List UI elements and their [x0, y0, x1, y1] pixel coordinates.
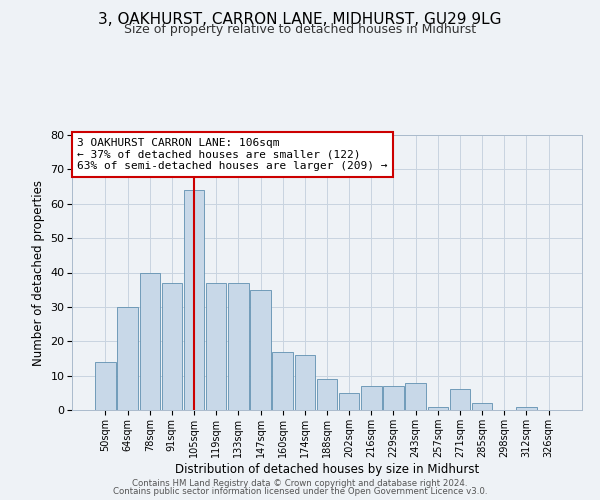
- Bar: [383, 386, 404, 410]
- Bar: [317, 379, 337, 410]
- Text: 3, OAKHURST, CARRON LANE, MIDHURST, GU29 9LG: 3, OAKHURST, CARRON LANE, MIDHURST, GU29…: [98, 12, 502, 28]
- Bar: [516, 406, 536, 410]
- Text: Size of property relative to detached houses in Midhurst: Size of property relative to detached ho…: [124, 22, 476, 36]
- X-axis label: Distribution of detached houses by size in Midhurst: Distribution of detached houses by size …: [175, 462, 479, 475]
- Bar: [428, 406, 448, 410]
- Text: Contains public sector information licensed under the Open Government Licence v3: Contains public sector information licen…: [113, 487, 487, 496]
- Bar: [272, 352, 293, 410]
- Bar: [228, 283, 248, 410]
- Bar: [161, 283, 182, 410]
- Bar: [206, 283, 226, 410]
- Text: 3 OAKHURST CARRON LANE: 106sqm
← 37% of detached houses are smaller (122)
63% of: 3 OAKHURST CARRON LANE: 106sqm ← 37% of …: [77, 138, 388, 171]
- Bar: [450, 390, 470, 410]
- Bar: [472, 403, 493, 410]
- Bar: [361, 386, 382, 410]
- Bar: [339, 393, 359, 410]
- Bar: [295, 355, 315, 410]
- Bar: [184, 190, 204, 410]
- Bar: [118, 307, 138, 410]
- Bar: [140, 272, 160, 410]
- Bar: [95, 362, 116, 410]
- Bar: [406, 382, 426, 410]
- Text: Contains HM Land Registry data © Crown copyright and database right 2024.: Contains HM Land Registry data © Crown c…: [132, 478, 468, 488]
- Y-axis label: Number of detached properties: Number of detached properties: [32, 180, 44, 366]
- Bar: [250, 290, 271, 410]
